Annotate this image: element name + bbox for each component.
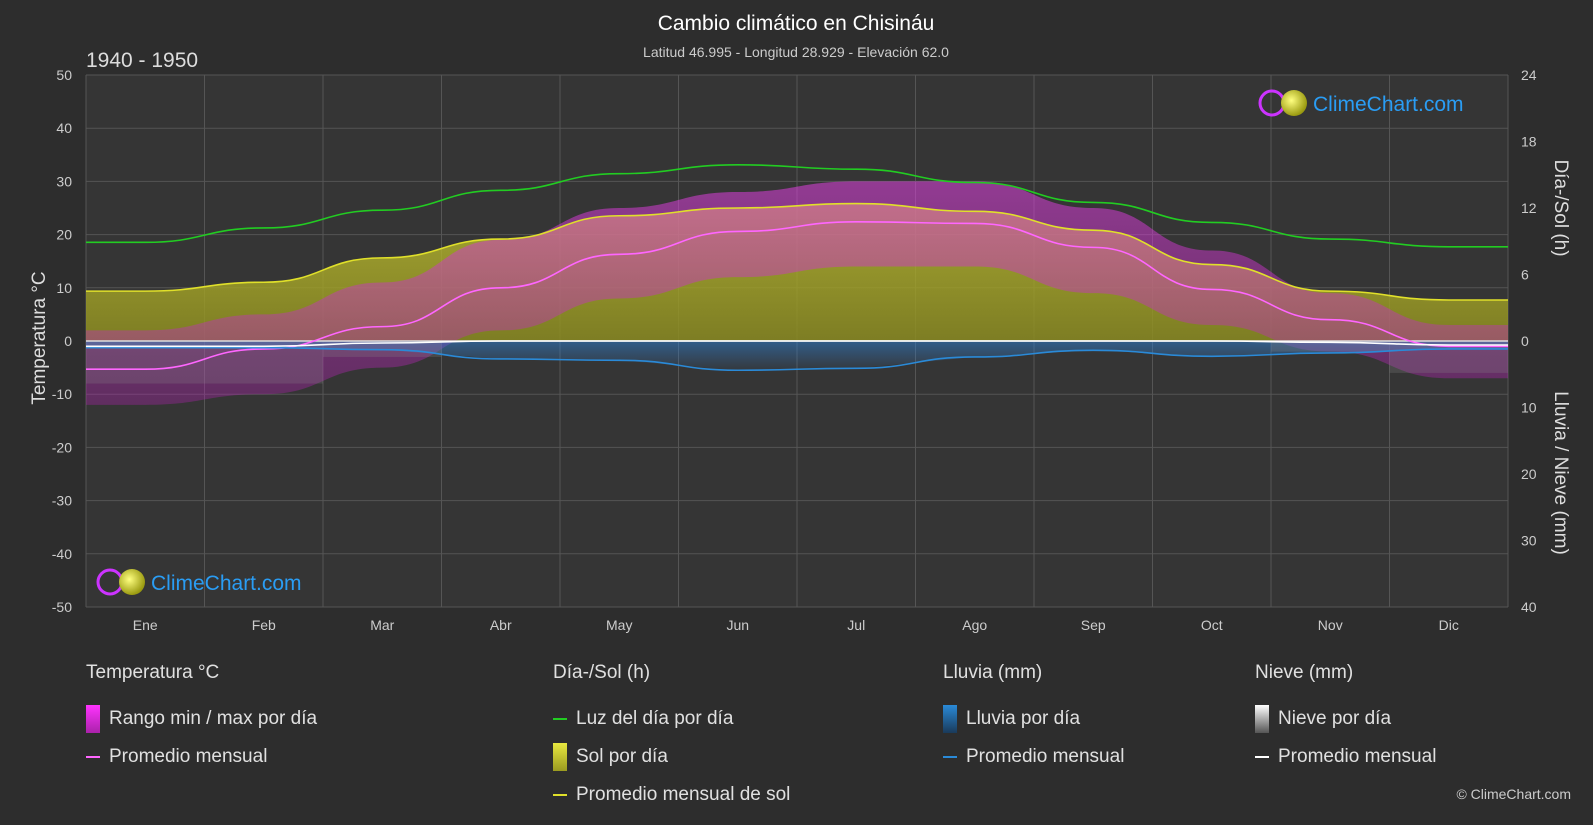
y-tick-hours: 18 (1521, 134, 1537, 150)
y-tick-precip: 30 (1521, 533, 1537, 549)
legend-label: Rango min / max por día (109, 708, 318, 729)
x-tick-month: Mar (370, 617, 394, 633)
y-tick-temperature: 10 (56, 280, 72, 296)
y-tick-temperature: -40 (52, 546, 72, 562)
legend-label: Promedio mensual (1278, 746, 1437, 767)
x-tick-month: Abr (490, 617, 512, 633)
y-tick-temperature: 0 (64, 333, 72, 349)
watermark-logo-top: ClimeChart.com (1258, 89, 1464, 117)
snow-bar (1271, 341, 1390, 352)
x-tick-month: Ago (962, 617, 987, 633)
x-tick-month: Nov (1318, 617, 1343, 633)
legend-label: Promedio mensual (109, 746, 268, 767)
y-axis-left-label: Temperatura °C (29, 271, 50, 404)
legend-snow: Nieve (mm) Nieve por día Promedio mensua… (1255, 662, 1436, 776)
legend-label: Promedio mensual (966, 746, 1125, 767)
x-tick-month: Feb (252, 617, 276, 633)
logo-sun-icon (119, 569, 145, 595)
legend-label: Sol por día (576, 746, 668, 767)
axes: 50 40 30 20 10 0 -10 -20 -30 -40 -50 24 18 12 6 0 10 20 30… (52, 67, 1537, 633)
rain-avg-swatch (943, 756, 957, 758)
temp-avg-swatch (86, 756, 100, 758)
legend-daylight-title: Día-/Sol (h) (553, 662, 651, 683)
y-axis-right-bottom-label: Lluvia / Nieve (mm) (1550, 391, 1571, 555)
legend-temperature: Temperatura °C Rango min / max por día P… (86, 662, 317, 776)
legend-item: Promedio mensual (86, 738, 317, 776)
rain-area (86, 341, 1508, 371)
sunshine-swatch (553, 743, 567, 771)
y-tick-hours: 24 (1521, 67, 1537, 83)
period-label: 1940 - 1950 (86, 49, 198, 72)
watermark-text-bottom: ClimeChart.com (151, 572, 302, 595)
y-tick-temperature: -50 (52, 599, 72, 615)
y-tick-temperature: 30 (56, 173, 72, 189)
rain-swatch (943, 705, 957, 733)
sun-avg-swatch (553, 794, 567, 796)
legend-item: Promedio mensual (943, 738, 1124, 776)
legend-item: Rango min / max por día (86, 700, 317, 738)
temp-range-swatch (86, 705, 100, 733)
legend-label: Promedio mensual de sol (576, 784, 791, 805)
legend-item: Nieve por día (1255, 700, 1436, 738)
legend-item: Sol por día (553, 738, 790, 776)
copyright: © ClimeChart.com (1456, 786, 1571, 802)
y-tick-temperature: 20 (56, 227, 72, 243)
y-tick-temperature: 50 (56, 67, 72, 83)
x-tick-month: Ene (133, 617, 158, 633)
legend-rain-title: Lluvia (mm) (943, 662, 1043, 683)
y-axis-right-top-label: Día-/Sol (h) (1550, 159, 1571, 256)
x-tick-month: Jul (847, 617, 865, 633)
y-tick-precip: 40 (1521, 599, 1537, 615)
chart-title: Cambio climático en Chisináu (658, 12, 935, 35)
y-tick-temperature: -30 (52, 493, 72, 509)
legend-item: Lluvia por día (943, 700, 1124, 738)
y-tick-hours: 6 (1521, 267, 1529, 283)
y-tick-hours: 12 (1521, 200, 1537, 216)
rain-avg-line (86, 346, 1508, 372)
legend-label: Lluvia por día (966, 708, 1081, 729)
y-tick-temperature: 40 (56, 120, 72, 136)
legend-daylight: Día-/Sol (h) Luz del día por día Sol por… (553, 662, 790, 814)
logo-sun-icon (1281, 90, 1307, 116)
watermark-text-top: ClimeChart.com (1313, 93, 1464, 116)
legend-item: Promedio mensual (1255, 738, 1436, 776)
legend-item: Luz del día por día (553, 700, 790, 738)
x-tick-month: Dic (1439, 617, 1459, 633)
y-tick-hours: 0 (1521, 333, 1529, 349)
legend-label: Luz del día por día (576, 708, 734, 729)
snow-avg-line (86, 340, 1508, 348)
y-tick-precip: 20 (1521, 466, 1537, 482)
series-lines (86, 163, 1508, 372)
snow-swatch (1255, 705, 1269, 733)
legend-temperature-title: Temperatura °C (86, 662, 220, 683)
snow-avg-swatch (1255, 756, 1269, 758)
y-tick-temperature: -20 (52, 439, 72, 455)
y-tick-temperature: -10 (52, 386, 72, 402)
legend-rain: Lluvia (mm) Lluvia por día Promedio mens… (943, 662, 1124, 776)
y-tick-precip: 10 (1521, 400, 1537, 416)
x-tick-month: Jun (726, 617, 749, 633)
legend-item: Promedio mensual de sol (553, 776, 790, 814)
legend-snow-title: Nieve (mm) (1255, 662, 1354, 683)
legend-label: Nieve por día (1278, 708, 1392, 729)
x-tick-month: Sep (1081, 617, 1106, 633)
x-tick-month: May (606, 617, 632, 633)
temperature-avg-line (86, 221, 1508, 370)
daylight-line (86, 163, 1508, 248)
x-tick-month: Oct (1201, 617, 1223, 633)
sunshine-avg-line (86, 202, 1508, 301)
daylight-swatch (553, 718, 567, 720)
chart-subtitle: Latitud 46.995 - Longitud 28.929 - Eleva… (643, 44, 949, 60)
watermark-logo-bottom: ClimeChart.com (96, 568, 302, 596)
